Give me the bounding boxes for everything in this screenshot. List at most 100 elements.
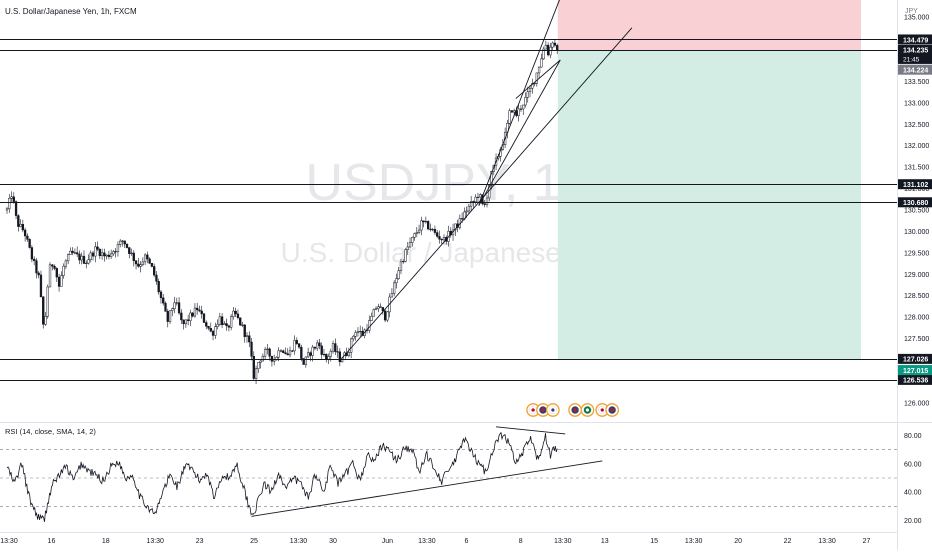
candle-body <box>123 240 126 245</box>
trend-line[interactable] <box>478 59 561 206</box>
candle-body <box>121 240 124 242</box>
candle-body <box>316 342 319 349</box>
rsi-line <box>6 431 558 522</box>
economic-events[interactable] <box>526 403 620 417</box>
candle-body <box>57 276 61 287</box>
candle-body <box>250 341 253 357</box>
rsi-axis[interactable]: 20.00 40.00 60.00 80.00 <box>904 433 922 525</box>
candle-body <box>69 250 72 255</box>
candle-body <box>33 258 36 261</box>
trend-line[interactable] <box>515 59 561 99</box>
candle-body <box>526 91 529 98</box>
candle-body <box>436 232 439 237</box>
candle-body <box>306 352 310 358</box>
rsi-tick-label: 80.00 <box>904 433 922 440</box>
stop-loss-zone[interactable] <box>557 0 861 51</box>
candle-body <box>273 359 276 362</box>
candle-body <box>252 356 255 379</box>
candle-body <box>171 308 174 311</box>
candle-body <box>225 323 228 327</box>
candle-body <box>35 260 38 274</box>
candle-body <box>139 264 142 267</box>
candle-body <box>286 353 289 356</box>
time-axis[interactable]: 13:30 16 18 13:30 23 25 13:30 30 Jun 13:30 6 8 13:30… <box>0 538 870 545</box>
take-profit-zone[interactable] <box>557 50 861 360</box>
candle-body <box>417 229 421 233</box>
candle-body <box>354 332 357 337</box>
candle-body <box>402 261 405 263</box>
event-flag-center <box>531 408 535 412</box>
trend-line[interactable] <box>478 0 561 206</box>
rsi-tick-label: 60.00 <box>904 461 922 468</box>
candle-body <box>5 208 9 211</box>
candle-body <box>76 252 79 255</box>
candle-body <box>411 236 414 243</box>
rsi-trend-line[interactable] <box>251 460 603 517</box>
level-price-label: 127.026 <box>903 357 928 364</box>
candle-body <box>189 312 192 321</box>
candle-body <box>322 353 326 356</box>
candle-body <box>248 335 251 343</box>
target-price-label: 127.015 <box>903 368 928 375</box>
currency-label: JPY <box>905 8 918 15</box>
time-tick-label: 16 <box>48 538 56 545</box>
event-flags-us-icon[interactable] <box>605 403 620 417</box>
candle-body <box>334 343 337 352</box>
candle-body <box>103 252 106 257</box>
candle-body <box>304 356 308 365</box>
candle-body <box>193 307 197 317</box>
candle-body <box>313 346 317 349</box>
candle-body <box>42 296 45 325</box>
time-tick-label: 6 <box>464 538 468 545</box>
candle-body <box>429 228 432 230</box>
candle-body <box>60 275 63 287</box>
candle-body <box>415 232 418 234</box>
candle-body <box>64 260 68 267</box>
entry-price-label-bg <box>898 64 932 75</box>
candle-body <box>295 340 298 344</box>
candle-body <box>340 359 344 363</box>
candle-body <box>472 201 475 203</box>
price-tick-label: 135.000 <box>904 15 929 22</box>
candle-body <box>62 265 65 276</box>
time-tick-label: 13:30 <box>685 538 703 545</box>
rsi-trend-line[interactable] <box>496 426 566 435</box>
event-flags-jp-icon[interactable] <box>526 403 540 417</box>
candle-body <box>513 110 516 113</box>
time-tick-label: 25 <box>250 538 258 545</box>
candle-body <box>254 368 258 379</box>
trend-lines[interactable] <box>340 0 633 361</box>
event-flags-us-icon[interactable] <box>568 403 582 417</box>
event-flags-mixed-icon[interactable] <box>546 403 560 417</box>
candle-body <box>28 239 31 248</box>
trend-line[interactable] <box>340 27 633 361</box>
watermark-symbol: USDJPY, 1h <box>305 154 590 212</box>
time-tick-label: 22 <box>784 538 792 545</box>
candle-body <box>261 355 265 362</box>
candle-body <box>39 274 43 298</box>
candle-body <box>465 210 468 213</box>
candle-body <box>397 270 400 279</box>
candle-body <box>200 310 203 315</box>
event-flag-single-icon[interactable] <box>580 403 595 417</box>
candle-body <box>431 229 434 231</box>
position-tool[interactable] <box>557 0 861 360</box>
candle-body <box>275 356 278 361</box>
event-flags-us-icon[interactable] <box>536 403 550 417</box>
candle-body <box>325 353 328 360</box>
candle-body <box>180 312 183 321</box>
candle-body <box>207 326 210 329</box>
candle-body <box>116 244 120 252</box>
candle-body <box>166 311 169 322</box>
candle-body <box>531 83 534 89</box>
candle-body <box>390 293 394 298</box>
candle-body <box>82 255 86 264</box>
level-price-label-countdown: 21:45 <box>903 56 920 63</box>
candle-body <box>517 108 520 116</box>
level-price-label-bg <box>898 374 932 385</box>
candle-body <box>78 253 81 261</box>
price-tick-label: 130.500 <box>904 208 929 215</box>
candle-body <box>241 324 244 326</box>
